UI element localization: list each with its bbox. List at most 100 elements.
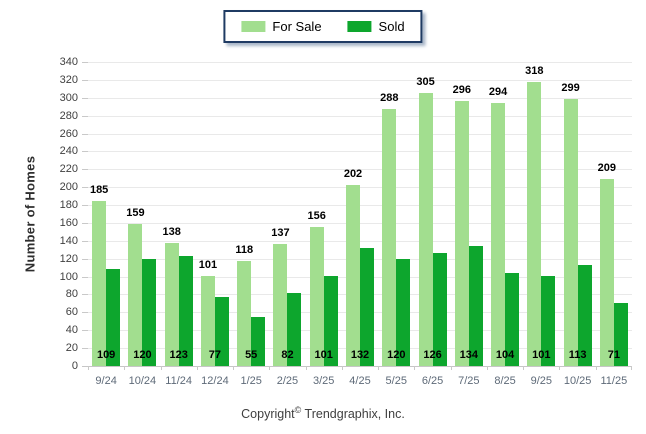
- gridline: [88, 205, 632, 207]
- x-tick: [305, 366, 307, 370]
- sold-bar: [142, 258, 157, 366]
- gridline: [88, 97, 632, 99]
- gridline: [88, 62, 632, 63]
- for-sale-value-label: 159: [126, 206, 145, 219]
- sold-bar: [214, 297, 229, 366]
- copyright-symbol-icon: ©: [294, 404, 302, 415]
- gridline: [88, 169, 632, 171]
- y-tick: [82, 312, 88, 314]
- x-tick-label: 9/25: [530, 375, 553, 387]
- for-sale-value-label: 299: [561, 81, 580, 94]
- y-tick-label: 40: [65, 324, 78, 337]
- x-tick-label: 8/25: [494, 375, 516, 387]
- x-tick: [160, 366, 162, 370]
- sold-value-label: 134: [459, 349, 478, 361]
- plot-area: 0 20 40 60 80 100 120 140 160 180 200 220 240 260 280 3…: [60, 56, 632, 387]
- sold-bar: [541, 275, 556, 366]
- x-tick-label: 4/25: [349, 375, 371, 387]
- x-tick: [559, 366, 561, 370]
- sold-bar: [323, 275, 338, 366]
- y-tick: [82, 97, 88, 99]
- sold-bar: [432, 253, 447, 366]
- gridline: [88, 187, 632, 189]
- y-tick: [82, 294, 88, 296]
- x-tick-label: 1/25: [240, 375, 262, 387]
- y-tick-label: 100: [59, 270, 78, 283]
- for-sale-value-label: 209: [597, 162, 617, 175]
- x-tick: [631, 366, 632, 370]
- y-tick: [82, 133, 88, 135]
- for-sale-bar: [92, 200, 107, 366]
- sold-value-label: 55: [245, 349, 258, 361]
- sold-value-label: 82: [281, 349, 294, 361]
- y-tick-label: 180: [59, 199, 78, 212]
- y-tick-label: 0: [71, 360, 78, 372]
- gridline: [88, 115, 632, 117]
- sold-bar: [396, 258, 411, 366]
- y-tick-label: 240: [59, 145, 78, 158]
- y-tick: [82, 79, 88, 81]
- x-tick: [414, 366, 416, 370]
- y-tick-label: 340: [59, 56, 78, 68]
- y-tick-label: 80: [65, 288, 78, 301]
- sold-value-label: 126: [423, 349, 442, 361]
- y-tick: [82, 240, 88, 242]
- y-tick: [82, 276, 88, 278]
- sold-value-label: 77: [208, 349, 222, 361]
- x-tick-label: 7/25: [458, 375, 480, 387]
- sold-bar: [287, 292, 302, 366]
- sold-bar: [505, 273, 520, 366]
- sold-value-label: 101: [314, 349, 333, 361]
- x-tick-label: 11/25: [600, 375, 628, 387]
- y-tick-label: 320: [59, 73, 78, 86]
- y-tick-label: 120: [59, 252, 78, 265]
- x-tick: [196, 366, 198, 370]
- for-sale-bar: [237, 260, 252, 366]
- y-tick-label: 220: [59, 163, 78, 176]
- for-sale-value-label: 138: [162, 225, 181, 238]
- y-tick-label: 60: [65, 306, 78, 319]
- y-tick: [82, 151, 88, 153]
- y-tick: [82, 348, 88, 350]
- y-tick: [82, 258, 88, 260]
- for-sale-bar: [382, 108, 397, 366]
- x-tick-label: 5/25: [385, 375, 407, 387]
- for-sale-bar: [454, 101, 469, 366]
- for-sale-value-label: 294: [488, 86, 508, 99]
- for-sale-bar: [309, 226, 324, 366]
- for-sale-bar: [599, 179, 614, 366]
- x-tick-label: 3/25: [313, 375, 335, 387]
- x-tick-label: 6/25: [421, 375, 444, 387]
- legend-label-sold: Sold: [378, 19, 405, 34]
- for-sale-value-label: 288: [380, 91, 399, 104]
- for-sale-value-label: 137: [271, 226, 290, 239]
- copyright-prefix: Copyright: [241, 407, 295, 421]
- x-tick-label: 10/24: [128, 375, 157, 387]
- for-sale-bar: [418, 93, 433, 366]
- gridline: [88, 240, 632, 242]
- sold-value-label: 120: [133, 349, 152, 361]
- sold-bar: [577, 264, 592, 366]
- for-sale-bar: [128, 223, 143, 366]
- y-tick-label: 160: [59, 216, 78, 229]
- sold-swatch-icon: [347, 21, 372, 32]
- x-tick-label: 2/25: [276, 375, 299, 387]
- sold-bar: [613, 302, 628, 366]
- sold-bar: [106, 268, 121, 366]
- x-tick: [233, 366, 235, 370]
- for-sale-bar: [346, 185, 360, 366]
- sold-bar: [468, 246, 483, 366]
- x-tick: [450, 366, 452, 370]
- x-tick: [124, 366, 126, 370]
- for-sale-value-label: 118: [235, 243, 254, 256]
- y-tick: [82, 169, 88, 171]
- y-tick-label: 280: [59, 109, 78, 122]
- sold-bar: [360, 247, 374, 366]
- for-sale-bar: [491, 103, 506, 366]
- sold-value-label: 120: [387, 349, 406, 361]
- legend-item-sold: Sold: [347, 19, 405, 34]
- legend-item-for-sale: For Sale: [241, 19, 322, 34]
- x-tick: [341, 366, 343, 370]
- sold-value-label: 113: [568, 349, 587, 361]
- for-sale-bar: [273, 243, 288, 366]
